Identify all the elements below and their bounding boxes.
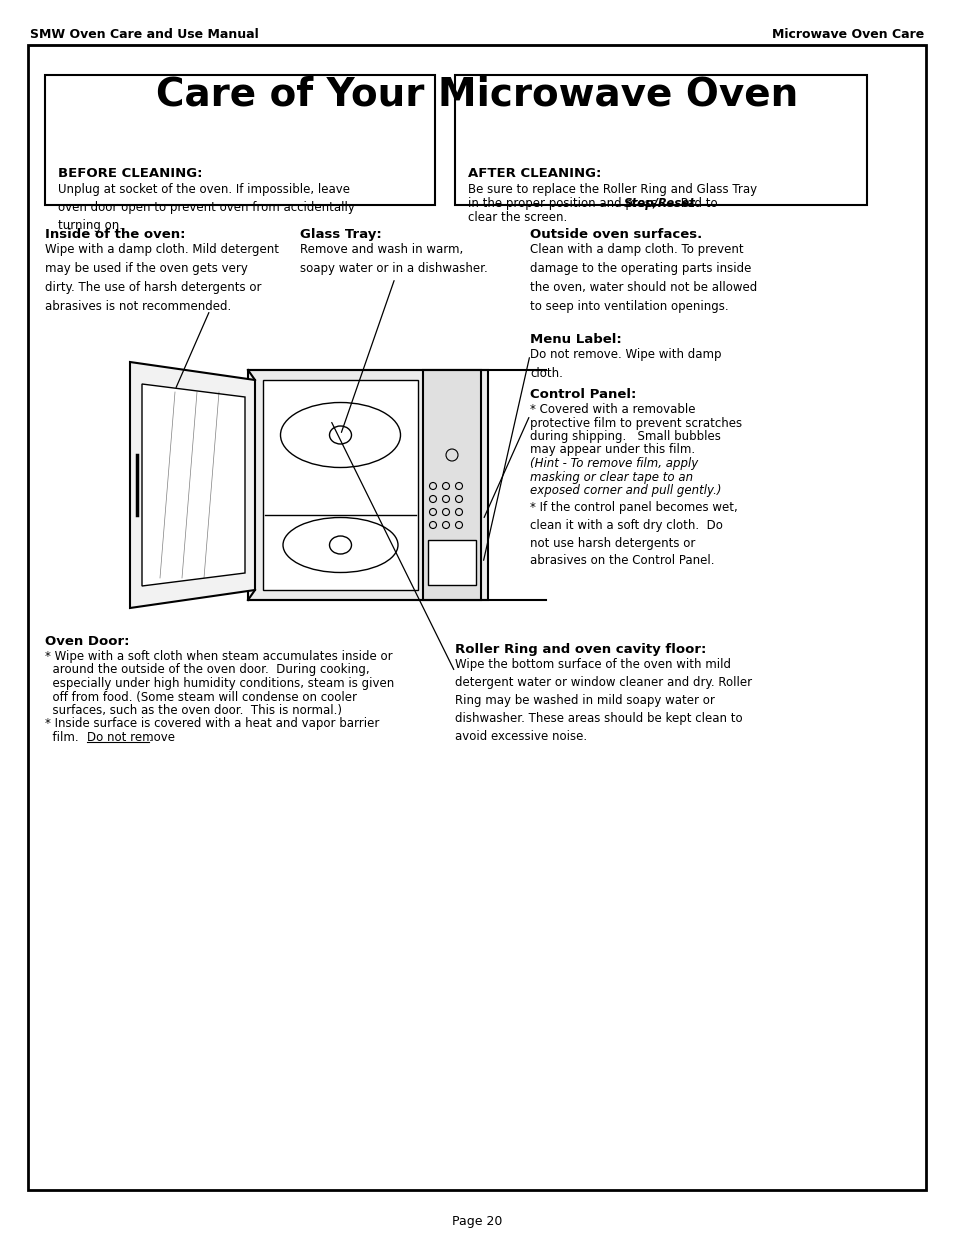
Text: clear the screen.: clear the screen. [468,211,567,224]
Text: Roller Ring and oven cavity floor:: Roller Ring and oven cavity floor: [455,643,705,656]
Text: * Wipe with a soft cloth when steam accumulates inside or: * Wipe with a soft cloth when steam accu… [45,650,393,663]
Text: Wipe the bottom surface of the oven with mild
detergent water or window cleaner : Wipe the bottom surface of the oven with… [455,658,751,743]
Ellipse shape [283,517,397,573]
Text: (Hint - To remove film, apply: (Hint - To remove film, apply [530,457,698,471]
Text: in the proper position and press: in the proper position and press [468,198,660,210]
Text: .: . [149,731,152,743]
Bar [263,380,417,590]
Text: * If the control panel becomes wet,
clean it with a soft dry cloth.  Do
not use : * If the control panel becomes wet, clea… [530,500,737,568]
Text: protective film to prevent scratches: protective film to prevent scratches [530,416,741,430]
Text: Care of Your Microwave Oven: Care of Your Microwave Oven [155,75,798,112]
Text: AFTER CLEANING:: AFTER CLEANING: [468,167,600,180]
Text: BEFORE CLEANING:: BEFORE CLEANING: [58,167,202,180]
Text: Pad to: Pad to [676,198,717,210]
Text: Menu Label:: Menu Label: [530,333,621,346]
Text: SMW Oven Care and Use Manual: SMW Oven Care and Use Manual [30,28,258,41]
Bar [428,540,476,585]
Ellipse shape [329,426,351,445]
Text: Outside oven surfaces.: Outside oven surfaces. [530,228,701,241]
Text: film.: film. [45,731,86,743]
Ellipse shape [280,403,400,468]
Text: surfaces, such as the oven door.  This is normal.): surfaces, such as the oven door. This is… [45,704,341,718]
Text: Glass Tray:: Glass Tray: [299,228,381,241]
Text: Inside of the oven:: Inside of the oven: [45,228,185,241]
Bar [45,75,435,205]
Text: Remove and wash in warm,
soapy water or in a dishwasher.: Remove and wash in warm, soapy water or … [299,243,487,275]
Text: Stop/Reset: Stop/Reset [623,198,695,210]
Text: Do not remove: Do not remove [88,731,175,743]
Ellipse shape [329,536,351,555]
Text: masking or clear tape to an: masking or clear tape to an [530,471,693,483]
Text: around the outside of the oven door.  During cooking,: around the outside of the oven door. Dur… [45,663,369,677]
Text: exposed corner and pull gently.): exposed corner and pull gently.) [530,484,720,496]
Bar [248,370,488,600]
Text: Control Panel:: Control Panel: [530,388,636,401]
Text: Oven Door:: Oven Door: [45,635,130,648]
Text: Page 20: Page 20 [452,1215,501,1228]
Text: during shipping.   Small bubbles: during shipping. Small bubbles [530,430,720,443]
Text: Do not remove. Wipe with damp
cloth.: Do not remove. Wipe with damp cloth. [530,348,720,380]
Text: Unplug at socket of the oven. If impossible, leave
oven door open to prevent ove: Unplug at socket of the oven. If impossi… [58,183,355,232]
Text: * Inside surface is covered with a heat and vapor barrier: * Inside surface is covered with a heat … [45,718,379,730]
Text: Microwave Oven Care: Microwave Oven Care [771,28,923,41]
Text: Be sure to replace the Roller Ring and Glass Tray: Be sure to replace the Roller Ring and G… [468,183,757,196]
Bar [455,75,866,205]
Bar [422,370,480,600]
Text: Clean with a damp cloth. To prevent
damage to the operating parts inside
the ove: Clean with a damp cloth. To prevent dama… [530,243,757,312]
Text: especially under high humidity conditions, steam is given: especially under high humidity condition… [45,677,394,690]
Text: Wipe with a damp cloth. Mild detergent
may be used if the oven gets very
dirty. : Wipe with a damp cloth. Mild detergent m… [45,243,278,312]
Polygon shape [130,362,254,608]
Polygon shape [142,384,245,585]
Text: may appear under this film.: may appear under this film. [530,443,695,457]
Text: off from food. (Some steam will condense on cooler: off from food. (Some steam will condense… [45,690,356,704]
Text: * Covered with a removable: * Covered with a removable [530,403,695,416]
